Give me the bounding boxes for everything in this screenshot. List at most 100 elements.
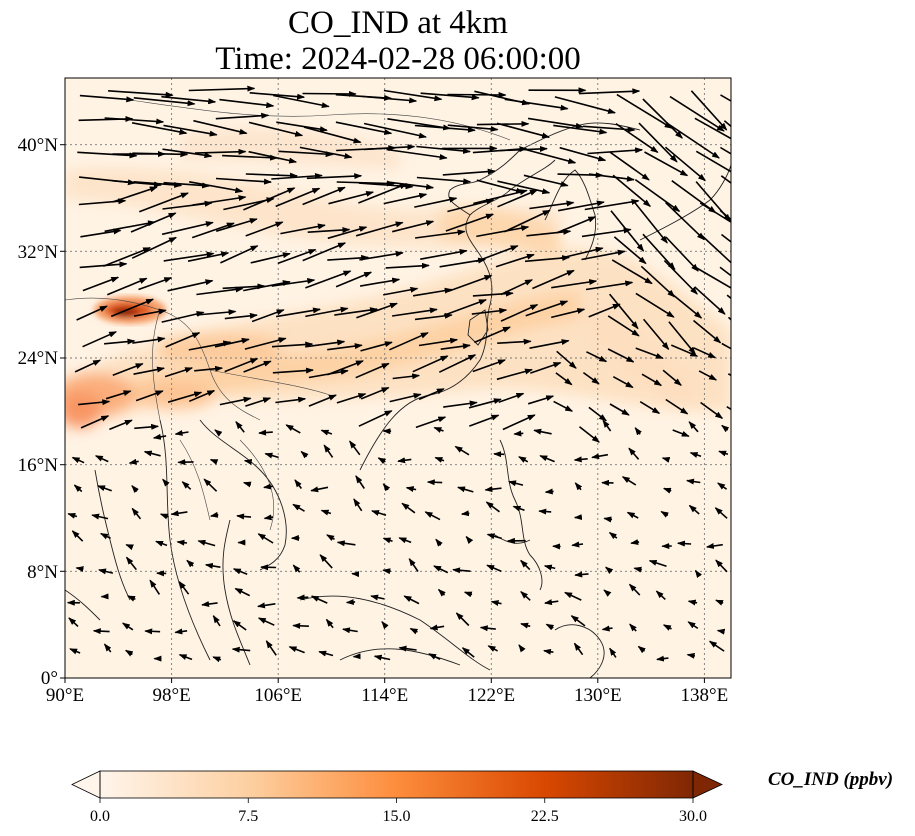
wind-arrow (573, 642, 584, 656)
wind-arrow (664, 146, 706, 182)
wind-arrow (426, 479, 443, 486)
wind-arrow (358, 410, 393, 427)
wind-arrow (699, 202, 731, 223)
x-tick-label: 90°E (46, 685, 84, 706)
wind-arrow (358, 183, 408, 204)
wind-arrow (452, 567, 471, 574)
wind-arrow (251, 309, 285, 323)
wind-arrow (687, 599, 698, 606)
wind-arrow (245, 397, 272, 407)
wind-arrow (271, 172, 323, 180)
wind-arrow (325, 618, 334, 629)
colorbar: 0.0 7.5 15.0 22.5 30.0 (71, 770, 723, 825)
wind-arrow (386, 181, 435, 190)
wind-arrow (94, 455, 109, 463)
wind-arrow (353, 498, 363, 512)
wind-arrow (224, 357, 259, 373)
wind-arrow (440, 343, 471, 350)
wind-arrow (612, 174, 651, 207)
wind-arrow (132, 151, 189, 158)
wind-arrow (138, 276, 173, 291)
wind-arrow (424, 511, 441, 521)
wind-arrow (196, 286, 244, 296)
wind-arrow (471, 307, 508, 315)
wind-arrow (273, 94, 330, 109)
wind-arrow (635, 347, 664, 360)
wind-arrow (557, 200, 605, 212)
wind-arrow (191, 222, 235, 239)
wind-arrow (305, 339, 346, 348)
wind-arrow (292, 622, 309, 629)
wind-arrow (699, 233, 731, 270)
wind-arrow (545, 623, 555, 631)
wind-arrow (721, 233, 731, 243)
wind-arrow (553, 124, 608, 135)
wind-arrow (318, 650, 334, 657)
wind-arrow (638, 122, 678, 163)
wind-arrow (232, 620, 247, 631)
wind-arrow (335, 271, 373, 288)
wind-arrow (300, 450, 309, 459)
wind-arrow (149, 579, 161, 595)
wind-arrow (665, 202, 705, 241)
wind-arrow (403, 595, 420, 605)
co-concentration-field (65, 78, 731, 678)
wind-arrow (429, 624, 445, 631)
wind-arrow (71, 456, 85, 464)
wind-arrow (727, 373, 731, 377)
wind-arrow (131, 236, 178, 259)
wind-arrow (257, 617, 275, 626)
wind-arrow (420, 249, 468, 260)
wind-arrow (472, 290, 514, 297)
wind-arrow (320, 429, 333, 436)
colorbar-gradient (100, 771, 693, 798)
wind-arrow (414, 229, 466, 239)
wind-arrow (412, 355, 449, 373)
wind-arrow (104, 117, 165, 125)
wind-arrow (508, 480, 524, 487)
wind-arrow (74, 359, 102, 373)
wind-arrow (665, 236, 699, 272)
wind-arrow (634, 178, 681, 212)
wind-arrow (527, 117, 584, 129)
wind-arrow (250, 252, 291, 264)
wind-arrow (571, 541, 584, 548)
colorbar-tick-label: 0.0 (90, 808, 110, 825)
wind-arrow (219, 396, 252, 406)
wind-arrow (371, 510, 387, 516)
wind-arrow (408, 557, 419, 572)
title-variable: CO_IND at 4km (288, 5, 508, 41)
colorbar-tick-label: 7.5 (238, 808, 258, 825)
wind-arrow (474, 326, 511, 344)
wind-arrow (327, 226, 368, 240)
wind-arrow (381, 621, 389, 630)
wind-arrow (377, 457, 387, 465)
wind-arrow (579, 88, 641, 95)
wind-arrow (265, 640, 277, 656)
wind-arrow (391, 307, 438, 317)
wind-arrow (615, 123, 659, 153)
wind-arrow (418, 337, 459, 347)
wind-arrow (392, 373, 421, 380)
wind-arrow (305, 270, 352, 289)
wind-arrow (665, 398, 689, 415)
wind-arrow (608, 293, 639, 330)
wind-arrow (584, 198, 640, 211)
wind-arrow (587, 147, 644, 155)
wind-arrow (639, 401, 661, 414)
wind-arrow (68, 617, 79, 627)
wind-arrow (642, 233, 676, 271)
wind-arrow (628, 583, 641, 596)
wind-arrow (234, 587, 251, 597)
wind-arrow (503, 209, 551, 233)
wind-arrow (215, 177, 272, 185)
wind-arrow (603, 516, 613, 523)
wind-arrow (143, 450, 161, 457)
wind-arrow (502, 414, 536, 431)
wind-arrow (271, 278, 316, 287)
wind-arrow (161, 311, 205, 323)
wind-arrow (162, 148, 213, 159)
wind-arrow (188, 340, 232, 351)
wind-arrow (686, 652, 696, 659)
